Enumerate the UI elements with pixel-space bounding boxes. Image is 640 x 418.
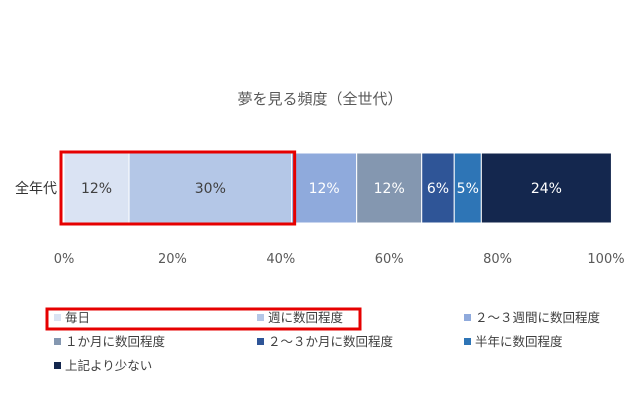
legend-swatch-5	[257, 338, 264, 345]
legend-label-4: １か月に数回程度	[65, 334, 166, 349]
category-label: 全年代	[15, 180, 57, 197]
data-label-3: 12%	[309, 181, 340, 197]
x-tick-label: 60%	[375, 252, 404, 267]
legend-swatch-4	[54, 338, 61, 345]
bar-segment-7	[480, 152, 612, 224]
bar-segment-3	[291, 152, 358, 224]
legend-swatch-6	[464, 338, 471, 345]
bar-segment-6	[453, 152, 482, 224]
chart-title: 夢を見る頻度（全世代）	[237, 90, 402, 108]
data-label-5: 6%	[427, 181, 449, 197]
x-tick-label: 40%	[266, 252, 295, 267]
legend-label-2: 週に数回程度	[268, 310, 344, 325]
data-label-4: 12%	[374, 181, 405, 197]
x-tick-label: 100%	[587, 252, 624, 267]
bar-segment-4	[356, 152, 423, 224]
legend-swatch-2	[257, 314, 264, 321]
bar-segment-1	[63, 152, 130, 224]
legend-swatch-1	[54, 314, 61, 321]
legend-label-3: ２～３週間に数回程度	[475, 310, 601, 325]
bar-segment-5	[421, 152, 455, 224]
data-label-7: 24%	[531, 181, 562, 197]
legend-label-1: 毎日	[65, 310, 90, 325]
data-label-2: 30%	[195, 181, 226, 197]
legend-label-7: 上記より少ない	[65, 358, 152, 373]
highlight-box-legend	[45, 307, 362, 331]
x-tick-label: 80%	[483, 252, 512, 267]
data-label-1: 12%	[81, 181, 112, 197]
bar-segment-2	[128, 152, 293, 224]
data-label-6: 5%	[457, 181, 479, 197]
x-tick-label: 0%	[54, 252, 75, 267]
legend-label-5: ２～３か月に数回程度	[268, 334, 394, 349]
legend-swatch-3	[464, 314, 471, 321]
x-tick-label: 20%	[158, 252, 187, 267]
legend-swatch-7	[54, 362, 61, 369]
highlight-box-bar	[59, 150, 297, 226]
legend-label-6: 半年に数回程度	[475, 334, 563, 349]
